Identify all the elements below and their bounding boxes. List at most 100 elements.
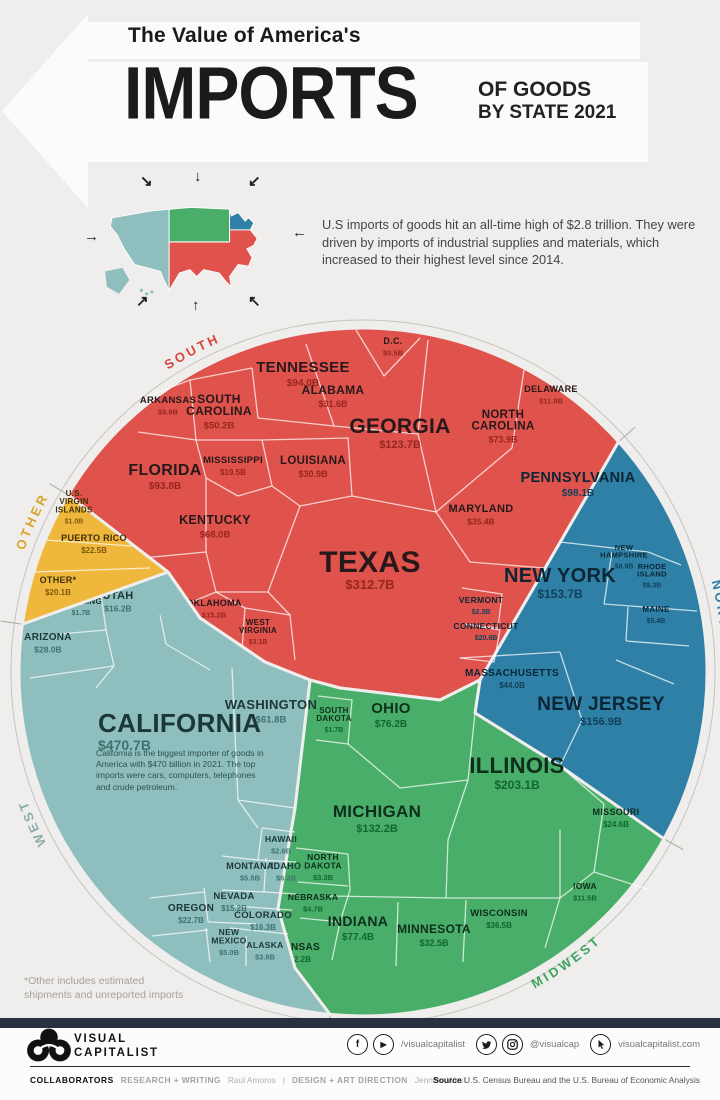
cell-border bbox=[467, 712, 476, 781]
cell-border bbox=[295, 847, 349, 855]
state-label-iowa: IOWA $11.5B bbox=[573, 881, 597, 903]
inward-arrow-se-icon: ↘ bbox=[140, 173, 153, 190]
collaborators-label: COLLABORATORS bbox=[30, 1075, 114, 1085]
title-kicker: The Value of America's bbox=[128, 24, 361, 47]
state-label-oregon: OREGON $22.7B bbox=[168, 903, 214, 925]
design-name: Jennifer West bbox=[414, 1075, 466, 1085]
cell-border bbox=[233, 905, 293, 911]
social-handle-youtube-facebook[interactable]: /visualcapitalist bbox=[401, 1039, 465, 1050]
cell-border bbox=[237, 799, 296, 809]
design-label: DESIGN + ART DIRECTION bbox=[291, 1075, 408, 1085]
state-label-hawaii: HAWAII $2.6B bbox=[265, 834, 297, 856]
cell-border bbox=[195, 439, 273, 497]
state-label-north-carolina: NORTH CAROLINA $73.9B bbox=[471, 409, 534, 445]
state-label-ohio: OHIO $76.2B bbox=[371, 700, 411, 730]
inward-arrow-s-icon: ↓ bbox=[194, 168, 202, 185]
state-label-north-dakota: NORTH DAKOTA $3.3B bbox=[304, 852, 342, 882]
footer: VISUAL CAPITALIST f ▶ /visualcapitalist … bbox=[0, 1018, 720, 1100]
state-label-idaho: IDAHO $6.2B bbox=[271, 861, 302, 883]
state-label-vermont: VERMONT $2.3B bbox=[459, 595, 504, 616]
region-boundary-tick bbox=[48, 482, 69, 496]
region-shape-midwest bbox=[276, 678, 666, 1018]
state-label-south-carolina: SOUTH CAROLINA $50.2B bbox=[186, 392, 252, 432]
inward-arrow-nw-icon: ↖ bbox=[248, 293, 261, 310]
region-boundary-tick bbox=[0, 620, 23, 625]
cell-border bbox=[305, 343, 335, 427]
state-label-wisconsin: WISCONSIN $36.5B bbox=[470, 908, 528, 930]
state-label-indiana: INDIANA $77.4B bbox=[328, 913, 388, 943]
cell-border bbox=[137, 431, 197, 441]
map-hawaii bbox=[145, 292, 149, 296]
cell-border bbox=[347, 743, 469, 789]
us-region-map bbox=[105, 206, 258, 296]
social-handle-instagram[interactable]: @visualcap bbox=[529, 1039, 580, 1050]
state-label-nevada: NEVADA $15.2B bbox=[213, 891, 254, 913]
inward-arrow-w-icon: ← bbox=[292, 224, 307, 241]
state-label-kansas: KANSAS $12.2B bbox=[276, 942, 320, 964]
cell-border bbox=[45, 539, 133, 547]
title-subtitle-2: BY STATE 2021 bbox=[478, 102, 617, 123]
cell-border bbox=[105, 629, 115, 667]
state-label-west-virginia: WEST VIRGINIA $3.1B bbox=[239, 618, 277, 646]
state-label-washington: WASHINGTON $61.8B bbox=[225, 697, 317, 726]
cell-border bbox=[221, 889, 297, 895]
cell-border bbox=[459, 623, 501, 663]
cell-border bbox=[559, 651, 583, 767]
source-text: U.S. Census Bureau and the U.S. Bureau o… bbox=[463, 1075, 700, 1085]
cell-border bbox=[593, 871, 651, 891]
cursor-icon[interactable] bbox=[590, 1034, 612, 1055]
region-shape-northeast bbox=[473, 440, 709, 841]
cell-border bbox=[231, 667, 239, 801]
title-subtitle-1: OF GOODS bbox=[478, 78, 592, 101]
cell-border bbox=[603, 603, 698, 612]
twitter-icon[interactable] bbox=[475, 1034, 497, 1055]
state-label-mississippi: MISSISSIPPI $19.5B bbox=[203, 455, 263, 477]
brand-line-1: VISUAL bbox=[74, 1033, 127, 1045]
state-label-michigan: MICHIGAN $132.2B bbox=[333, 802, 421, 835]
cell-border bbox=[221, 855, 297, 863]
california-note: California is the biggest importer of go… bbox=[96, 748, 264, 792]
arrow-head bbox=[2, 14, 88, 208]
state-label-new-jersey: NEW JERSEY $156.9B bbox=[537, 694, 665, 728]
cell-border bbox=[263, 857, 267, 893]
state-label-montana: MONTANA $5.5B bbox=[226, 861, 274, 883]
social-bar: f ▶ /visualcapitalist @visualcap visualc… bbox=[347, 1034, 706, 1055]
cell-border bbox=[603, 551, 613, 605]
collab-separator: | bbox=[282, 1075, 285, 1085]
inward-arrow-sw-icon: ↙ bbox=[248, 173, 261, 190]
map-region-midwest bbox=[169, 207, 230, 242]
cell-border bbox=[189, 379, 197, 441]
source-row: Source U.S. Census Bureau and the U.S. B… bbox=[433, 1075, 700, 1085]
cell-border bbox=[417, 339, 429, 435]
other-footnote: *Other includes estimated shipments and … bbox=[24, 975, 184, 1002]
youtube-icon[interactable]: ▶ bbox=[373, 1034, 395, 1055]
facebook-icon[interactable]: f bbox=[347, 1034, 369, 1055]
state-label-alabama: ALABAMA $31.6B bbox=[302, 383, 365, 409]
cell-border bbox=[544, 897, 561, 949]
region-boundary-tick bbox=[663, 838, 684, 851]
research-name: Raul Amoros bbox=[227, 1075, 276, 1085]
state-label-minnesota: MINNESOTA $32.5B bbox=[397, 922, 471, 948]
social-handle-website[interactable]: visualcapitalist.com bbox=[618, 1039, 700, 1050]
cell-border bbox=[461, 587, 503, 629]
state-label-massachusetts: MASSACHUSETTS $44.0B bbox=[465, 668, 559, 690]
state-label-alaska: ALASKA $3.8B bbox=[246, 940, 283, 962]
cell-border bbox=[355, 329, 421, 377]
map-hawaii bbox=[139, 288, 144, 292]
cell-border bbox=[151, 929, 209, 937]
header-arrow-banner bbox=[2, 14, 648, 208]
cell-border bbox=[95, 665, 115, 689]
state-label-tennessee: TENNESSEE $94.0B bbox=[256, 359, 350, 389]
cell-border bbox=[462, 899, 467, 963]
cell-border bbox=[435, 369, 525, 513]
cell-border bbox=[395, 901, 399, 967]
cell-border bbox=[203, 887, 209, 923]
arrow-band-top bbox=[86, 22, 640, 59]
instagram-icon[interactable] bbox=[501, 1034, 523, 1055]
state-label-california: CALIFORNIA $470.7B bbox=[98, 708, 261, 753]
region-arc-label-west: WEST bbox=[15, 797, 49, 849]
state-label-puerto-rico: PUERTO RICO $22.5B bbox=[61, 533, 127, 555]
